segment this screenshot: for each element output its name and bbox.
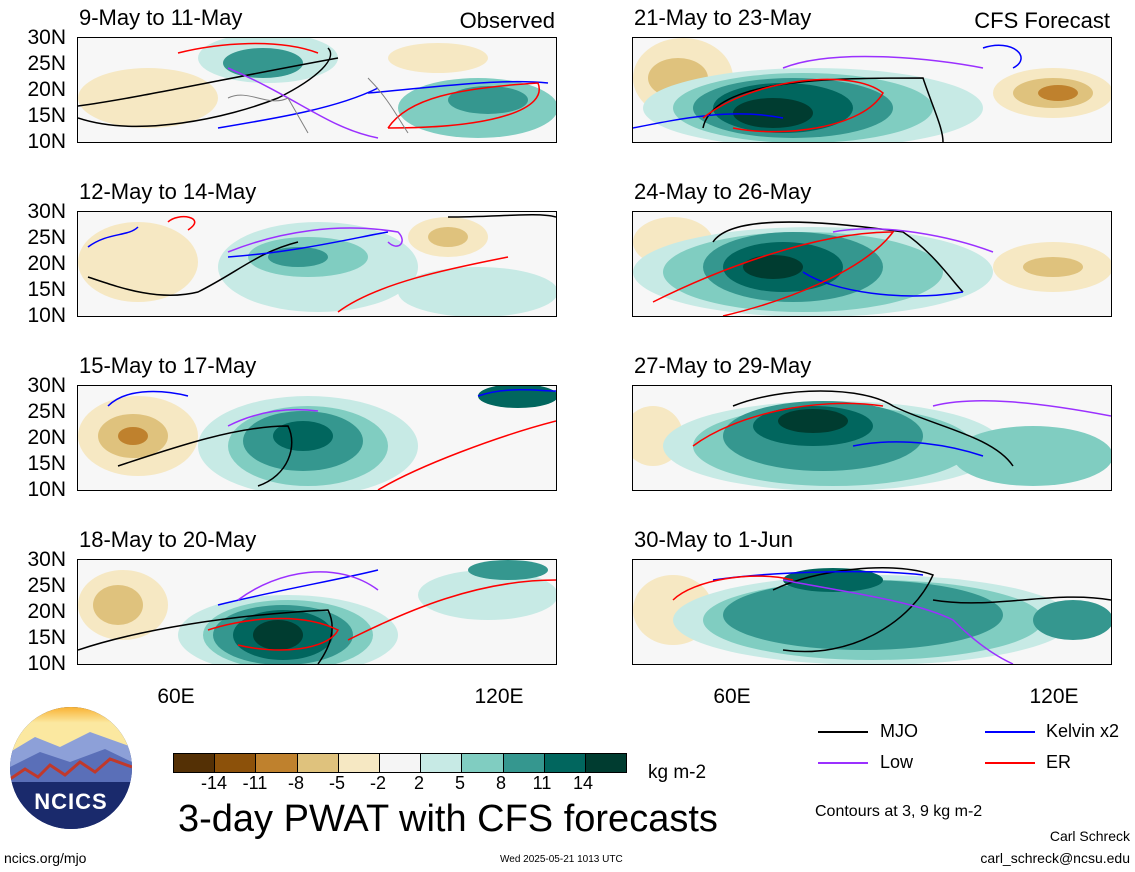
map-panel-3 bbox=[77, 385, 557, 491]
logo-text: NCICS bbox=[34, 789, 108, 814]
map-panel-7 bbox=[632, 385, 1112, 491]
lat-label: 30N bbox=[27, 200, 66, 223]
main-title: 3-day PWAT with CFS forecasts bbox=[178, 798, 718, 840]
lat-label: 30N bbox=[27, 374, 66, 397]
legend-line-er bbox=[985, 762, 1035, 764]
legend-line-kelvin bbox=[985, 731, 1035, 733]
panel-title-8: 30-May to 1-Jun bbox=[634, 527, 793, 552]
panel-title-4: 18-May to 20-May bbox=[79, 527, 257, 552]
lat-label: 15N bbox=[27, 626, 66, 649]
colorbar-label: -5 bbox=[328, 773, 345, 793]
panel-title-5: 21-May to 23-May bbox=[634, 5, 812, 30]
map-panel-1 bbox=[77, 37, 557, 143]
legend-label-mjo: MJO bbox=[880, 721, 918, 741]
colorbar-segment bbox=[379, 754, 422, 772]
lat-label: 25N bbox=[27, 400, 66, 423]
map-panel-4 bbox=[77, 559, 557, 665]
lat-label: 25N bbox=[27, 574, 66, 597]
colorbar-segment bbox=[503, 754, 545, 772]
colorbar-segment bbox=[544, 754, 586, 772]
lat-label: 15N bbox=[27, 278, 66, 301]
colorbar-segment bbox=[338, 754, 380, 772]
timestamp: Wed 2025-05-21 1013 UTC bbox=[500, 854, 623, 865]
colorbar-label: 5 bbox=[454, 773, 465, 793]
colorbar-segment bbox=[256, 754, 298, 772]
lat-label: 25N bbox=[27, 226, 66, 249]
lat-label: 20N bbox=[27, 600, 66, 623]
lat-label: 15N bbox=[27, 104, 66, 127]
lat-label: 20N bbox=[27, 426, 66, 449]
lat-label: 10N bbox=[27, 478, 66, 501]
panel-title-2: 12-May to 14-May bbox=[79, 179, 257, 204]
lon-label-right-60e: 60E bbox=[713, 685, 751, 708]
source-url: ncics.org/mjo bbox=[4, 850, 87, 866]
legend-line-low bbox=[818, 762, 868, 764]
contours-note: Contours at 3, 9 kg m-2 bbox=[815, 803, 983, 820]
colorbar-label: -11 bbox=[242, 773, 268, 793]
colorbar-segment bbox=[215, 754, 257, 772]
lat-label: 30N bbox=[27, 26, 66, 49]
panel-title-1: 9-May to 11-May bbox=[79, 5, 243, 30]
lat-label: 20N bbox=[27, 252, 66, 275]
panel-title-7: 27-May to 29-May bbox=[634, 353, 812, 378]
colorbar-label: -2 bbox=[369, 773, 386, 793]
colorbar-segment bbox=[462, 754, 504, 772]
lon-label-right-120e: 120E bbox=[1029, 685, 1079, 708]
ncics-logo: NCICS bbox=[10, 707, 132, 829]
legend-label-low: Low bbox=[880, 752, 914, 772]
lon-label-left-60e: 60E bbox=[157, 685, 195, 708]
observed-label: Observed bbox=[459, 8, 555, 33]
colorbar bbox=[173, 753, 627, 773]
colorbar-units: kg m-2 bbox=[648, 762, 707, 783]
colorbar-label: -8 bbox=[287, 773, 304, 793]
panel-title-6: 24-May to 26-May bbox=[634, 179, 812, 204]
colorbar-label: 11 bbox=[532, 773, 552, 793]
map-panel-8 bbox=[632, 559, 1112, 665]
colorbar-label: 2 bbox=[413, 773, 424, 793]
lat-label: 10N bbox=[27, 304, 66, 327]
panel-title-3: 15-May to 17-May bbox=[79, 353, 257, 378]
author-email: carl_schreck@ncsu.edu bbox=[980, 850, 1130, 866]
cfs-forecast-label: CFS Forecast bbox=[974, 8, 1110, 33]
lat-label: 10N bbox=[27, 130, 66, 153]
colorbar-label: -14 bbox=[200, 773, 227, 793]
lon-label-left-120e: 120E bbox=[474, 685, 524, 708]
lat-label: 30N bbox=[27, 548, 66, 571]
legend-label-kelvin: Kelvin x2 bbox=[1046, 721, 1120, 741]
map-panel-2 bbox=[77, 211, 557, 317]
lat-label: 25N bbox=[27, 52, 66, 75]
author-name: Carl Schreck bbox=[1049, 828, 1130, 844]
map-panel-6 bbox=[632, 211, 1112, 317]
colorbar-segment bbox=[297, 754, 339, 772]
legend-line-mjo bbox=[818, 731, 868, 733]
map-panel-5 bbox=[632, 37, 1112, 143]
colorbar-segment bbox=[421, 754, 463, 772]
legend-label-er: ER bbox=[1046, 752, 1072, 772]
lat-label: 20N bbox=[27, 78, 66, 101]
colorbar-segment bbox=[174, 754, 216, 772]
lat-label: 15N bbox=[27, 452, 66, 475]
colorbar-label: 14 bbox=[572, 773, 594, 793]
colorbar-segment bbox=[585, 754, 627, 772]
lat-label: 10N bbox=[27, 652, 66, 675]
colorbar-label: 8 bbox=[495, 773, 506, 793]
